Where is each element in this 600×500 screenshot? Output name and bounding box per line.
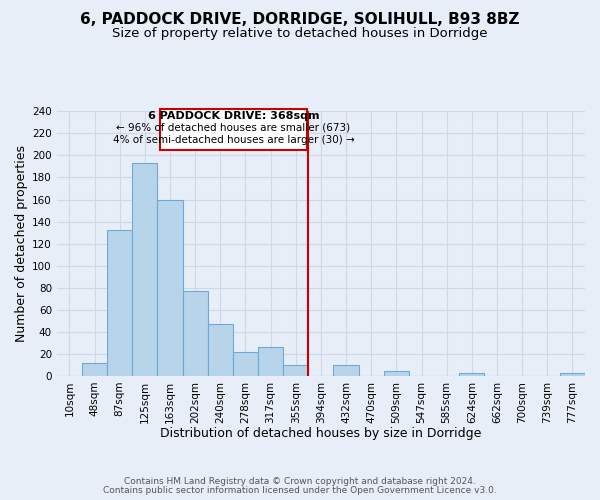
Text: ← 96% of detached houses are smaller (673): ← 96% of detached houses are smaller (67… [116, 123, 350, 133]
Bar [560, 372, 585, 376]
Y-axis label: Number of detached properties: Number of detached properties [15, 145, 28, 342]
Bar [384, 372, 409, 376]
Bar [283, 365, 308, 376]
FancyBboxPatch shape [160, 109, 307, 150]
Bar [258, 347, 283, 376]
Bar [182, 291, 208, 376]
Bar [132, 163, 157, 376]
Text: Contains HM Land Registry data © Crown copyright and database right 2024.: Contains HM Land Registry data © Crown c… [124, 477, 476, 486]
Bar [107, 230, 132, 376]
X-axis label: Distribution of detached houses by size in Dorridge: Distribution of detached houses by size … [160, 427, 482, 440]
Bar [459, 372, 484, 376]
Text: 4% of semi-detached houses are larger (30) →: 4% of semi-detached houses are larger (3… [113, 135, 355, 145]
Bar [208, 324, 233, 376]
Bar [334, 365, 359, 376]
Text: Contains public sector information licensed under the Open Government Licence v3: Contains public sector information licen… [103, 486, 497, 495]
Bar [157, 200, 182, 376]
Text: 6, PADDOCK DRIVE, DORRIDGE, SOLIHULL, B93 8BZ: 6, PADDOCK DRIVE, DORRIDGE, SOLIHULL, B9… [80, 12, 520, 28]
Bar [233, 352, 258, 376]
Text: Size of property relative to detached houses in Dorridge: Size of property relative to detached ho… [112, 28, 488, 40]
Text: 6 PADDOCK DRIVE: 368sqm: 6 PADDOCK DRIVE: 368sqm [148, 110, 319, 120]
Bar [82, 362, 107, 376]
